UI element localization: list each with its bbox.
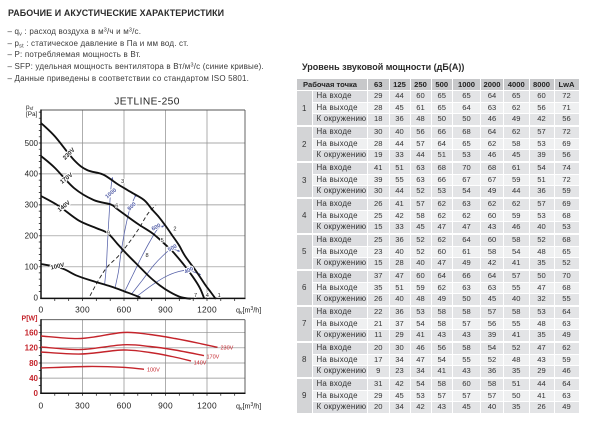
- svg-text:0: 0: [39, 305, 44, 315]
- svg-text:500: 500: [167, 244, 178, 254]
- svg-text:[Pa]: [Pa]: [26, 111, 38, 118]
- svg-text:qv[m3/h]: qv[m3/h]: [236, 402, 261, 413]
- svg-text:2: 2: [173, 227, 176, 233]
- svg-text:1000: 1000: [105, 188, 118, 201]
- svg-text:8: 8: [145, 253, 148, 259]
- svg-text:100: 100: [25, 263, 39, 272]
- svg-text:300: 300: [25, 201, 39, 210]
- svg-text:9: 9: [107, 231, 110, 237]
- svg-text:230V: 230V: [221, 346, 234, 352]
- svg-text:600: 600: [151, 223, 162, 233]
- svg-text:300: 300: [75, 305, 90, 315]
- svg-text:0: 0: [34, 389, 39, 398]
- svg-text:80: 80: [29, 359, 38, 368]
- svg-text:400: 400: [25, 170, 39, 179]
- svg-text:1: 1: [218, 293, 221, 299]
- svg-text:JETLINE-250: JETLINE-250: [114, 97, 180, 108]
- svg-text:900: 900: [158, 305, 173, 315]
- svg-text:100V: 100V: [147, 368, 160, 374]
- svg-text:3: 3: [121, 179, 124, 185]
- svg-text:400: 400: [184, 266, 195, 275]
- svg-text:1200: 1200: [197, 305, 217, 315]
- svg-text:160: 160: [25, 329, 39, 338]
- svg-text:140V: 140V: [194, 360, 207, 366]
- svg-text:7: 7: [194, 293, 197, 299]
- svg-text:200: 200: [25, 232, 39, 241]
- svg-text:100V: 100V: [50, 263, 65, 272]
- svg-text:170V: 170V: [207, 355, 220, 361]
- svg-text:800: 800: [127, 201, 138, 212]
- svg-text:900: 900: [158, 401, 173, 411]
- svg-text:P[W]: P[W]: [22, 315, 38, 322]
- svg-text:qv[m3/h]: qv[m3/h]: [236, 306, 261, 317]
- svg-text:4: 4: [206, 293, 209, 299]
- svg-text:0: 0: [34, 294, 39, 303]
- svg-text:600: 600: [117, 305, 132, 315]
- svg-text:6: 6: [115, 204, 118, 210]
- svg-text:600: 600: [117, 401, 132, 411]
- svg-text:1200: 1200: [197, 401, 217, 411]
- svg-text:300: 300: [75, 401, 90, 411]
- svg-text:40: 40: [29, 374, 38, 383]
- svg-text:0: 0: [39, 401, 44, 411]
- svg-text:140V: 140V: [57, 200, 72, 213]
- svg-text:500: 500: [25, 139, 39, 148]
- svg-text:120: 120: [25, 344, 39, 353]
- svg-text:5: 5: [161, 238, 164, 244]
- svg-text:psf: psf: [26, 104, 34, 111]
